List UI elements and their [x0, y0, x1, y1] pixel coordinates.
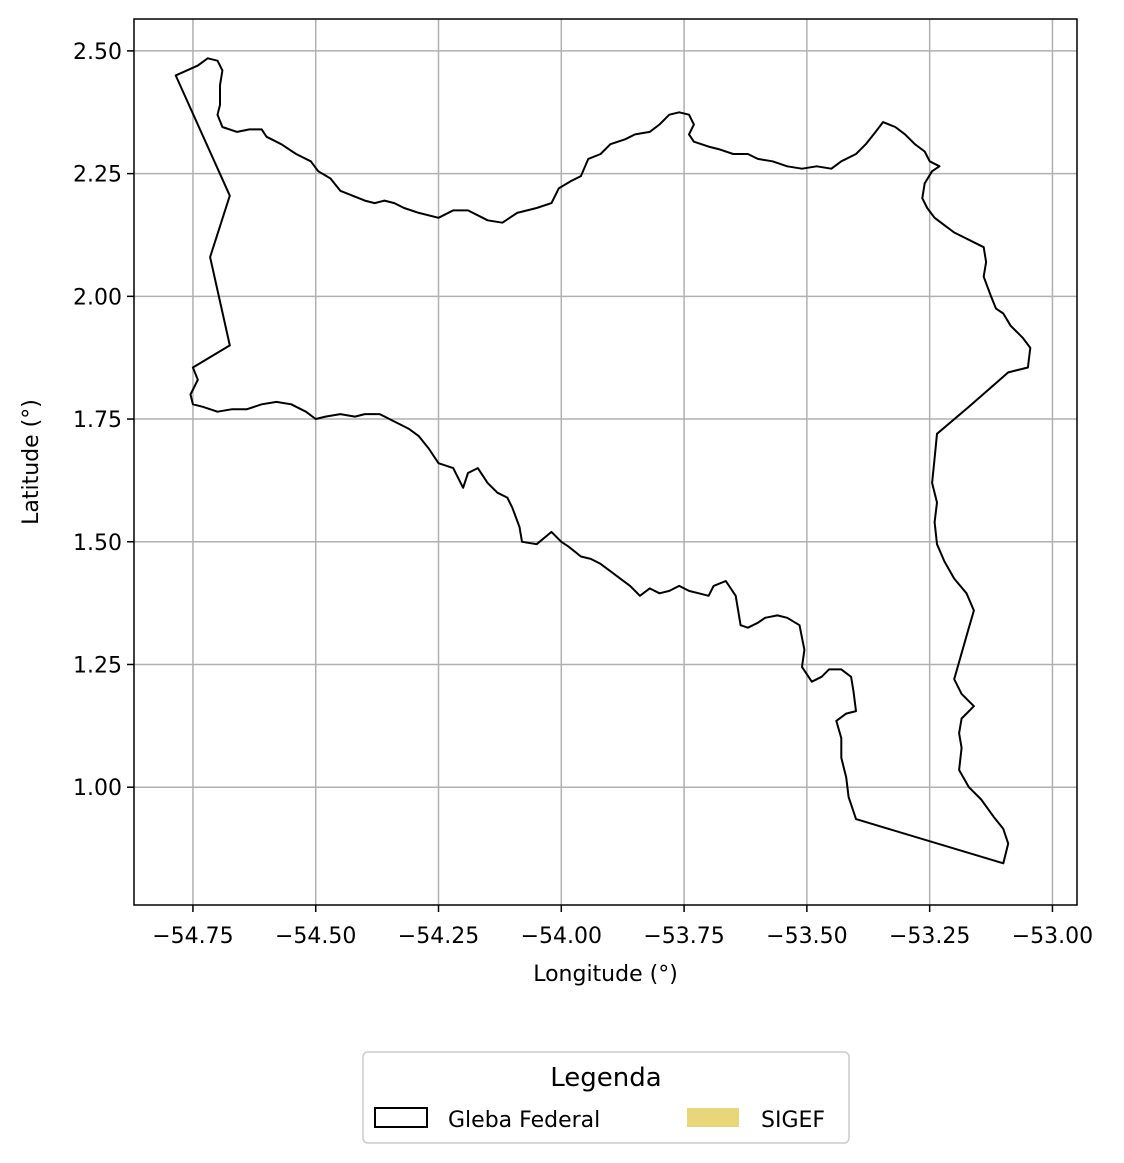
- plot-frame: [133, 18, 1078, 906]
- x-tick-label: −53.00: [1012, 924, 1093, 949]
- y-tick-label: 2.25: [73, 163, 122, 188]
- y-axis-ticks: 1.00 1.25 1.50 1.75 2.00 2.25 2.50: [73, 40, 134, 801]
- x-tick-label: −54.50: [275, 924, 356, 949]
- y-tick-label: 1.75: [73, 408, 122, 433]
- legend-swatch-gleba-federal: [374, 1107, 428, 1128]
- x-tick-label: −53.50: [766, 924, 847, 949]
- x-tick-label: −54.00: [521, 924, 602, 949]
- y-tick-label: 1.00: [73, 776, 122, 801]
- legend-swatch-sigef: [687, 1108, 739, 1127]
- x-axis-ticks: −54.75 −54.50 −54.25 −54.00 −53.75 −53.50 −53.…: [152, 905, 1093, 949]
- legend-label-gleba-federal: Gleba Federal: [448, 1108, 600, 1133]
- x-axis-label: Longitude (°): [533, 962, 678, 987]
- grid-lines: [134, 19, 1077, 905]
- x-tick-label: −53.25: [889, 924, 970, 949]
- y-tick-label: 1.50: [73, 531, 122, 556]
- y-tick-label: 2.00: [73, 285, 122, 310]
- y-tick-label: 1.25: [73, 653, 122, 678]
- y-axis-label: Latitude (°): [19, 399, 44, 525]
- gleba-federal-boundary: [174, 57, 1032, 865]
- legend-label-sigef: SIGEF: [761, 1108, 825, 1133]
- legend-title: Legenda: [550, 1063, 661, 1093]
- legend: Legenda Gleba Federal SIGEF: [362, 1051, 850, 1144]
- x-tick-label: −54.75: [152, 924, 233, 949]
- x-tick-label: −53.75: [643, 924, 724, 949]
- y-tick-label: 2.50: [73, 40, 122, 65]
- x-tick-label: −54.25: [398, 924, 479, 949]
